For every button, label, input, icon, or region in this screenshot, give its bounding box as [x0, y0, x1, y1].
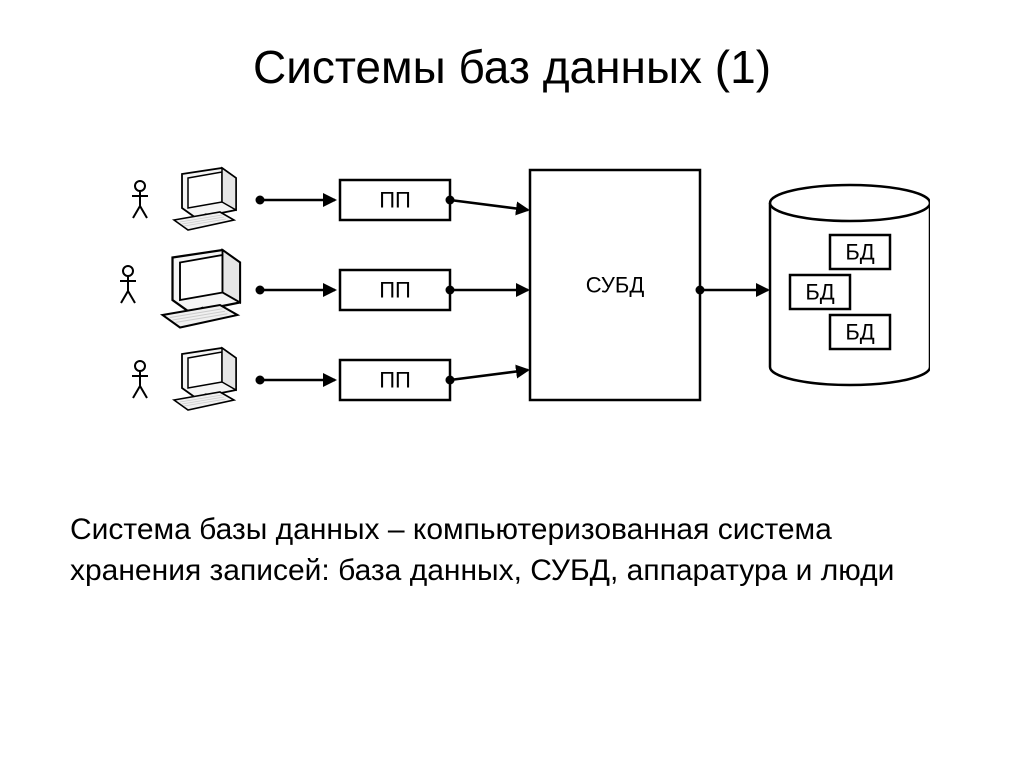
svg-text:БД: БД: [845, 240, 874, 265]
subd-box: СУБД: [530, 170, 700, 400]
arrow-4: [446, 286, 529, 295]
pp-box-1: ПП: [340, 270, 450, 310]
svg-text:СУБД: СУБД: [586, 273, 645, 298]
arrow-0: [256, 196, 336, 205]
arrow-5: [446, 370, 529, 385]
arrow-3: [446, 196, 529, 211]
svg-text:ПП: ПП: [379, 188, 411, 213]
architecture-diagram: ПП ПП ПП СУБД БД БД БД: [100, 150, 930, 450]
slide-caption: Система базы данных – компьютеризованная…: [70, 510, 930, 591]
arrow-2: [256, 376, 336, 385]
db-box-2: БД: [830, 315, 890, 349]
svg-text:ПП: ПП: [379, 368, 411, 393]
pp-box-2: ПП: [340, 360, 450, 400]
arrow-1: [256, 286, 336, 295]
terminal-icon: [163, 250, 241, 328]
db-box-0: БД: [830, 235, 890, 269]
slide: Системы баз данных (1) ППППППСУБДБДБДБД …: [0, 0, 1024, 768]
terminal-icon: [174, 168, 236, 230]
person-icon: [132, 181, 148, 218]
user-terminal-0: [132, 168, 236, 230]
person-icon: [132, 361, 148, 398]
slide-title: Системы баз данных (1): [0, 40, 1024, 94]
svg-text:ПП: ПП: [379, 278, 411, 303]
user-terminal-1: [120, 250, 240, 328]
terminal-icon: [174, 348, 236, 410]
svg-text:БД: БД: [805, 280, 834, 305]
pp-box-0: ПП: [340, 180, 450, 220]
db-box-1: БД: [790, 275, 850, 309]
svg-text:БД: БД: [845, 320, 874, 345]
arrow-6: [696, 286, 769, 295]
person-icon: [120, 266, 136, 303]
user-terminal-2: [132, 348, 236, 410]
